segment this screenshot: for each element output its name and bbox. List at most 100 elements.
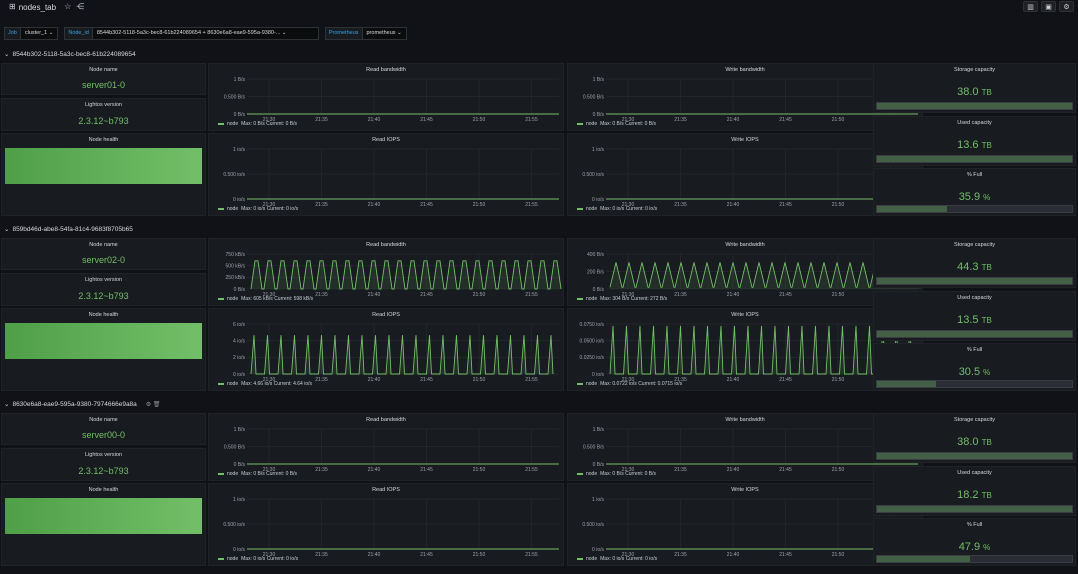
node-name-panel[interactable]: Node name server02-0	[1, 238, 206, 270]
save-dashboard-button[interactable]: ▣	[1041, 1, 1056, 12]
panel-title[interactable]: Node name	[89, 67, 118, 73]
read-iops-panel[interactable]: Read IOPS 1 io/s 0.500 io/s 0 io/s 21:30 21:3…	[208, 483, 564, 566]
chart-legend[interactable]: node Max: 0 io/s Current: 0 io/s	[577, 556, 657, 562]
row-title[interactable]: 859bd46d-abe8-54fa-81c4-9683f8705b65	[12, 225, 133, 233]
chart-legend[interactable]: node Max: 0 B/s Current: 0 B/s	[577, 121, 656, 127]
write-bandwidth-panel[interactable]: Write bandwidth 1 B/s 0.500 B/s 0 B/s 21:30 2…	[567, 413, 923, 481]
used-capacity-panel[interactable]: Used capacity 18.2 TB	[873, 466, 1076, 516]
node-name-panel[interactable]: Node name server01-0	[1, 63, 206, 95]
legend-series-name[interactable]: node	[227, 556, 239, 562]
chevron-down-icon[interactable]: ⌄	[4, 51, 10, 58]
panel-title[interactable]: Write bandwidth	[725, 242, 765, 248]
row-header[interactable]: ⌄ 8630e6a8-eae9-595a-9380-7974666e9a8a ⚙ 🗑	[4, 399, 160, 409]
read-bandwidth-panel[interactable]: Read bandwidth 1 B/s 0.500 B/s 0 B/s 21:30 21…	[208, 413, 564, 481]
node-health-panel[interactable]: Node health	[1, 133, 206, 216]
chart-legend[interactable]: node Max: 0.0722 io/s Current: 0.0715 io/…	[577, 381, 682, 387]
node-health-panel[interactable]: Node health	[1, 483, 206, 566]
legend-series-name[interactable]: node	[586, 121, 598, 127]
time-series-chart[interactable]: 1 io/s 0.500 io/s 0 io/s 21:30 21:35 21:40 21:…	[568, 484, 924, 567]
panel-title[interactable]: Node name	[89, 242, 118, 248]
time-series-chart[interactable]: 750 kB/s 500 kB/s 250 kB/s 0 B/s 21:30 21:35 2…	[209, 239, 565, 307]
chart-legend[interactable]: node Max: 4.66 io/s Current: 4.64 io/s	[218, 381, 312, 387]
storage-capacity-panel[interactable]: Storage capacity 44.3 TB	[873, 238, 1076, 288]
panel-title[interactable]: Node health	[88, 487, 119, 493]
row-header[interactable]: ⌄ 859bd46d-abe8-54fa-81c4-9683f8705b65	[4, 224, 142, 234]
chart-legend[interactable]: node Max: 0 io/s Current: 0 io/s	[577, 206, 657, 212]
panel-title[interactable]: Read bandwidth	[366, 242, 406, 248]
panel-title[interactable]: Lightos version	[85, 277, 122, 283]
chart-legend[interactable]: node Max: 0 io/s Current: 0 io/s	[218, 556, 298, 562]
legend-series-name[interactable]: node	[227, 206, 239, 212]
node-health-panel[interactable]: Node health	[1, 308, 206, 391]
row-title[interactable]: 8630e6a8-eae9-595a-9380-7974666e9a8a	[12, 400, 137, 408]
read-iops-panel[interactable]: Read IOPS 6 io/s 4 io/s 2 io/s 0 io/s 21:30 21…	[208, 308, 564, 391]
panel-title[interactable]: Lightos version	[85, 452, 122, 458]
panel-title[interactable]: Write IOPS	[731, 137, 759, 143]
panel-title[interactable]: Storage capacity	[954, 67, 995, 73]
legend-series-name[interactable]: node	[227, 381, 239, 387]
chart-legend[interactable]: node Max: 0 B/s Current: 0 B/s	[218, 471, 297, 477]
panel-title[interactable]: Node name	[89, 417, 118, 423]
legend-series-name[interactable]: node	[227, 121, 239, 127]
lightos-version-panel[interactable]: Lightos version 2.3.12~b793	[1, 273, 206, 306]
row-title[interactable]: 8544b302-5118-5a3c-bec8-61b224089654	[12, 50, 136, 58]
legend-series-name[interactable]: node	[586, 471, 598, 477]
panel-title[interactable]: Read IOPS	[372, 487, 400, 493]
time-series-chart[interactable]: 1 B/s 0.500 B/s 0 B/s 21:30 21:35 21:40 21:45 2…	[209, 414, 565, 482]
write-iops-panel[interactable]: Write IOPS 0.0750 io/s 0.0500 io/s 0.0250 i…	[567, 308, 923, 391]
chart-legend[interactable]: node Max: 304 B/s Current: 272 B/s	[577, 296, 667, 302]
legend-series-name[interactable]: node	[227, 296, 239, 302]
chart-legend[interactable]: node Max: 605 kB/s Current: 598 kB/s	[218, 296, 313, 302]
panel-title[interactable]: Write IOPS	[731, 487, 759, 493]
storage-capacity-panel[interactable]: Storage capacity 38.0 TB	[873, 63, 1076, 113]
row-header[interactable]: ⌄ 8544b302-5118-5a3c-bec8-61b224089654	[4, 49, 145, 59]
dashboard-title[interactable]: nodes_tab	[18, 2, 57, 12]
used-capacity-panel[interactable]: Used capacity 13.6 TB	[873, 116, 1076, 166]
add-panel-button[interactable]: ▥	[1023, 1, 1038, 12]
panel-title[interactable]: Read bandwidth	[366, 417, 406, 423]
panel-title[interactable]: Node health	[88, 312, 119, 318]
variable-select-job[interactable]: cluster_1 ⌄	[20, 27, 59, 40]
time-series-chart[interactable]: 0.0750 io/s 0.0500 io/s 0.0250 io/s 0 io/s 2…	[568, 309, 924, 392]
panel-title[interactable]: Write bandwidth	[725, 67, 765, 73]
chart-legend[interactable]: node Max: 0 B/s Current: 0 B/s	[577, 471, 656, 477]
panel-title[interactable]: Write IOPS	[731, 312, 759, 318]
percent-full-panel[interactable]: % Full 30.5 %	[873, 343, 1076, 391]
percent-full-panel[interactable]: % Full 47.9 %	[873, 518, 1076, 566]
panel-title[interactable]: Read bandwidth	[366, 67, 406, 73]
share-icon[interactable]: ⋲	[76, 2, 85, 11]
settings-button[interactable]: ⚙	[1059, 1, 1074, 12]
panel-title[interactable]: Read IOPS	[372, 312, 400, 318]
legend-series-name[interactable]: node	[227, 471, 239, 477]
read-iops-panel[interactable]: Read IOPS 1 io/s 0.500 io/s 0 io/s 21:30 21:3…	[208, 133, 564, 216]
panel-title[interactable]: Storage capacity	[954, 417, 995, 423]
chart-legend[interactable]: node Max: 0 io/s Current: 0 io/s	[218, 206, 298, 212]
storage-capacity-panel[interactable]: Storage capacity 38.0 TB	[873, 413, 1076, 463]
lightos-version-panel[interactable]: Lightos version 2.3.12~b793	[1, 98, 206, 131]
chevron-down-icon[interactable]: ⌄	[4, 226, 10, 233]
time-series-chart[interactable]: 1 B/s 0.500 B/s 0 B/s 21:30 21:35 21:40 21:45 2…	[209, 64, 565, 132]
panel-title[interactable]: % Full	[966, 347, 983, 353]
panel-title[interactable]: Lightos version	[85, 102, 122, 108]
variable-select-prometheus[interactable]: prometheus ⌄	[362, 27, 407, 40]
node-name-panel[interactable]: Node name server00-0	[1, 413, 206, 445]
legend-series-name[interactable]: node	[586, 296, 598, 302]
write-iops-panel[interactable]: Write IOPS 1 io/s 0.500 io/s 0 io/s 21:30 21:…	[567, 483, 923, 566]
legend-series-name[interactable]: node	[586, 206, 598, 212]
panel-title[interactable]: Used capacity	[957, 470, 992, 476]
time-series-chart[interactable]: 6 io/s 4 io/s 2 io/s 0 io/s 21:30 21:35 21:40 2…	[209, 309, 565, 392]
variable-select-node-id[interactable]: 8544b302-5118-5a3c-bec8-61b224089654 + 8…	[92, 27, 319, 40]
row-actions-icons[interactable]: ⚙ 🗑	[145, 401, 161, 408]
percent-full-panel[interactable]: % Full 35.9 %	[873, 168, 1076, 216]
legend-series-name[interactable]: node	[586, 381, 598, 387]
panel-title[interactable]: % Full	[966, 522, 983, 528]
write-iops-panel[interactable]: Write IOPS 1 io/s 0.500 io/s 0 io/s 21:30 21:…	[567, 133, 923, 216]
time-series-chart[interactable]: 1 io/s 0.500 io/s 0 io/s 21:30 21:35 21:40 21:…	[568, 134, 924, 217]
panel-title[interactable]: Used capacity	[957, 295, 992, 301]
grid-icon[interactable]: ⊞	[9, 2, 16, 11]
read-bandwidth-panel[interactable]: Read bandwidth 1 B/s 0.500 B/s 0 B/s 21:30 21…	[208, 63, 564, 131]
panel-title[interactable]: Write bandwidth	[725, 417, 765, 423]
panel-title[interactable]: Node health	[88, 137, 119, 143]
legend-series-name[interactable]: node	[586, 556, 598, 562]
panel-title[interactable]: Used capacity	[957, 120, 992, 126]
